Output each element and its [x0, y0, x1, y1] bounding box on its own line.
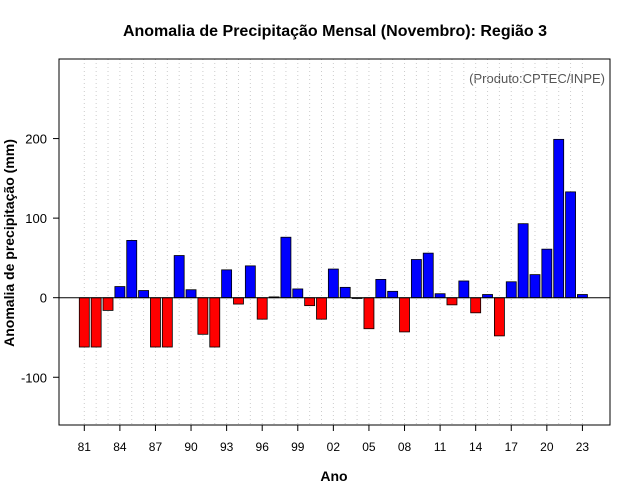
x-tick-label: 96	[256, 440, 270, 454]
bar-2018	[517, 223, 529, 299]
grid-lines	[83, 59, 583, 425]
bar-2009	[410, 259, 422, 299]
x-tick-label: 05	[362, 440, 376, 454]
bar-2002	[327, 268, 339, 299]
bar-2007	[387, 290, 399, 299]
bar-2014	[470, 297, 482, 314]
x-tick-label: 17	[505, 440, 519, 454]
bar-2021	[553, 138, 565, 299]
bar-1999	[292, 288, 304, 299]
y-tick-label: 200	[25, 132, 47, 147]
bar-1984	[114, 286, 126, 299]
bar-2022	[565, 191, 576, 299]
bar-2010	[422, 252, 434, 299]
bar-1992	[209, 297, 221, 348]
bar-1982	[90, 297, 102, 348]
bar-1990	[185, 289, 197, 299]
y-axis: -100 0 100 200	[21, 132, 59, 385]
x-tick-label: 90	[184, 440, 198, 454]
bar-1986	[138, 290, 150, 299]
chart-title: Anomalia de Precipitação Mensal (Novembr…	[123, 23, 547, 40]
x-tick-label: 02	[327, 440, 341, 454]
plot-area-border	[58, 58, 611, 426]
bar-2000	[304, 297, 316, 307]
x-tick-label: 14	[469, 440, 483, 454]
bar-1996	[256, 297, 268, 320]
bar-2019	[529, 274, 541, 299]
bar-2006	[375, 278, 387, 299]
x-tick-label: 84	[113, 440, 127, 454]
x-tick-label: 23	[576, 440, 590, 454]
bar-2008	[399, 297, 410, 333]
bar-2012	[446, 297, 458, 306]
bar-2020	[541, 248, 553, 299]
x-tick-label: 93	[220, 440, 234, 454]
bar-1993	[221, 269, 233, 299]
bar-1991	[197, 297, 209, 335]
credit-label: (Produto:CPTEC/INPE)	[469, 71, 605, 86]
bar-2016	[493, 297, 505, 337]
bar-2011	[434, 293, 446, 299]
x-tick-label: 99	[291, 440, 305, 454]
bar-2017	[505, 281, 517, 299]
bar-2001	[316, 297, 327, 320]
y-tick-label: -100	[21, 370, 47, 385]
x-tick-label: 11	[434, 440, 447, 454]
bar-1988	[161, 297, 173, 348]
bar-1981	[78, 297, 90, 348]
bar-1985	[126, 240, 138, 299]
bar-1998	[280, 236, 292, 299]
x-tick-label: 81	[78, 440, 92, 454]
bar-1995	[244, 265, 256, 299]
bar-1994	[233, 297, 244, 305]
bar-2003	[339, 286, 351, 299]
x-axis: 81 84 87 90 93 96 99 02 05 08 11 14 17 20 23	[78, 425, 590, 454]
bar-2005	[363, 297, 375, 330]
bar-1987	[150, 297, 161, 348]
y-axis-label: Anomalia de precipitação (mm)	[1, 139, 17, 347]
y-tick-label: 100	[25, 211, 47, 226]
bar-2013	[458, 280, 470, 299]
bars	[78, 138, 588, 348]
x-tick-label: 08	[398, 440, 412, 454]
bar-1989	[173, 255, 185, 299]
x-tick-label: 20	[540, 440, 554, 454]
x-axis-label: Ano	[320, 468, 347, 484]
bar-1983	[102, 297, 114, 311]
y-tick-label: 0	[40, 291, 47, 306]
x-tick-label: 87	[149, 440, 163, 454]
